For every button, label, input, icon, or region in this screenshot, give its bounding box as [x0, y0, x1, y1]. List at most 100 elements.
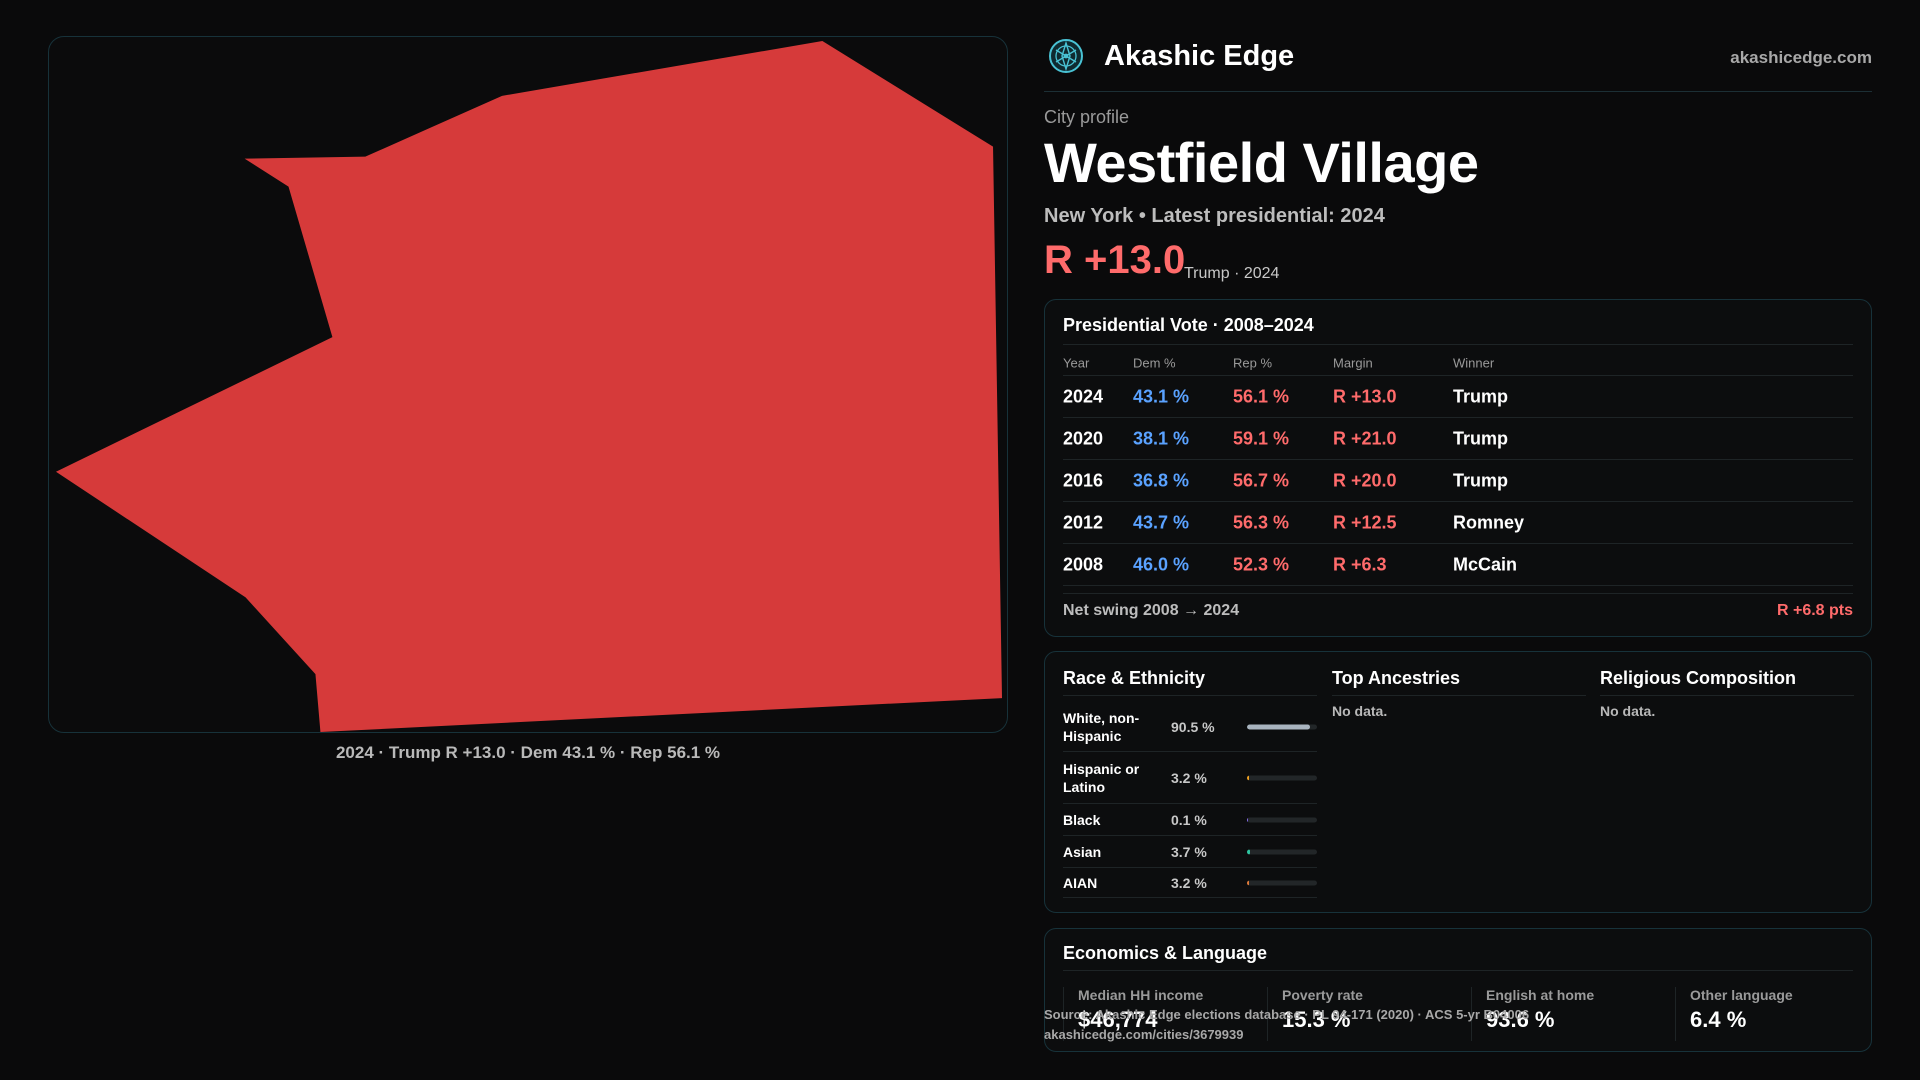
race-bar-fill: [1247, 724, 1311, 729]
economics-title: Economics & Language: [1063, 943, 1268, 963]
race-bar-track: [1247, 817, 1317, 822]
ancestries-empty: No data.: [1332, 703, 1388, 719]
race-bar-fill: [1247, 775, 1250, 780]
race-row-asian: Asian 3.7 %: [1063, 836, 1317, 868]
source-footer: Source: Akashic Edge elections database …: [1044, 1005, 1529, 1045]
stat-value: 6.4 %: [1690, 1007, 1747, 1032]
race-label: Hispanic or Latino: [1063, 760, 1140, 795]
stat-label: Poverty rate: [1282, 987, 1363, 1003]
cell-dem: 43.7 %: [1133, 512, 1190, 532]
cell-year: 2016: [1063, 470, 1104, 490]
cell-dem: 46.0 %: [1133, 554, 1190, 574]
cell-winner: McCain: [1453, 554, 1518, 574]
table-row[interactable]: 2008 46.0 % 52.3 % R +6.3 McCain: [1063, 544, 1853, 586]
city-boundary-shape[interactable]: [55, 40, 1003, 732]
net-swing-label: Net swing 2008 → 2024: [1063, 602, 1240, 619]
race-row-aian: AIAN 3.2 %: [1063, 868, 1317, 898]
cell-winner: Trump: [1453, 428, 1509, 448]
table-row[interactable]: 2016 36.8 % 56.7 % R +20.0 Trump: [1063, 460, 1853, 502]
cell-margin: R +12.5: [1333, 512, 1397, 532]
cell-rep: 59.1 %: [1233, 428, 1290, 448]
vote-card-title: Presidential Vote · 2008–2024: [1063, 315, 1314, 335]
col-header-margin: Margin: [1333, 355, 1373, 370]
divider: [1063, 593, 1853, 594]
cell-year: 2012: [1063, 512, 1104, 532]
net-swing-value: R +6.8 pts: [1776, 602, 1853, 619]
cell-year: 2008: [1063, 554, 1104, 574]
page-title: Westfield Village: [1044, 131, 1479, 194]
cell-dem: 36.8 %: [1133, 470, 1190, 490]
race-bar-fill: [1247, 880, 1250, 885]
cell-winner: Trump: [1453, 386, 1509, 406]
cell-rep: 56.3 %: [1233, 512, 1290, 532]
race-label: AIAN: [1063, 874, 1098, 891]
divider: [1063, 344, 1853, 345]
stat-label: Other language: [1690, 987, 1793, 1003]
cell-margin: R +21.0: [1333, 428, 1397, 448]
table-row[interactable]: 2012 43.7 % 56.3 % R +12.5 Romney: [1063, 502, 1853, 544]
divider: [1600, 695, 1854, 696]
race-row-hispanic: Hispanic or Latino 3.2 %: [1063, 752, 1317, 804]
demographics-card: Race & Ethnicity White, non-Hispanic 90.…: [1044, 651, 1872, 913]
col-header-year: Year: [1063, 355, 1090, 370]
cell-winner: Romney: [1453, 512, 1525, 532]
religion-empty: No data.: [1600, 703, 1656, 719]
compass-mandala-icon[interactable]: [1048, 38, 1084, 74]
cell-winner: Trump: [1453, 470, 1509, 490]
table-row[interactable]: 2024 43.1 % 56.1 % R +13.0 Trump: [1063, 376, 1853, 418]
cell-margin: R +20.0: [1333, 470, 1397, 490]
race-bar-track: [1247, 775, 1317, 780]
economics-language-card: Economics & Language Median HH income $4…: [1044, 928, 1872, 1052]
race-label: White, non-Hispanic: [1063, 709, 1140, 744]
cell-margin: R +13.0: [1333, 386, 1397, 406]
latest-margin-note: Trump · 2024: [1184, 265, 1280, 282]
race-bar-track: [1247, 849, 1317, 854]
race-percent: 0.1 %: [1171, 811, 1207, 828]
source-note: Source: Akashic Edge elections database …: [1044, 1007, 1530, 1022]
page-url-link[interactable]: akashicedge.com/cities/3679939: [1044, 1027, 1244, 1042]
stat-value: 15.3 %: [1282, 1007, 1351, 1032]
race-percent: 90.5 %: [1171, 718, 1215, 735]
cell-dem: 38.1 %: [1133, 428, 1190, 448]
brand-name: Akashic Edge: [1104, 40, 1295, 72]
race-bar-fill: [1247, 849, 1250, 854]
race-row-black: Black 0.1 %: [1063, 804, 1317, 836]
stat-english-at-home: English at home 93.6 %: [1471, 987, 1594, 1041]
vote-table-header: Year Dem % Rep % Margin Winner: [1063, 350, 1853, 376]
stat-value: 93.6 %: [1486, 1007, 1555, 1032]
stat-label: English at home: [1486, 987, 1595, 1003]
stat-other-language: Other language 6.4 %: [1675, 987, 1793, 1041]
race-percent: 3.2 %: [1171, 874, 1207, 891]
map-caption: 2024 · Trump R +13.0 · Dem 43.1 % · Rep …: [335, 743, 721, 762]
cell-rep: 56.7 %: [1233, 470, 1290, 490]
cell-year: 2020: [1063, 428, 1104, 448]
stat-label: Median HH income: [1078, 987, 1204, 1003]
race-label: Black: [1063, 811, 1101, 828]
cell-dem: 43.1 %: [1133, 386, 1190, 406]
race-bar-track: [1247, 724, 1317, 729]
page-eyebrow: City profile: [1044, 107, 1130, 127]
table-row[interactable]: 2020 38.1 % 59.1 % R +21.0 Trump: [1063, 418, 1853, 460]
cell-rep: 56.1 %: [1233, 386, 1290, 406]
race-bar-fill: [1247, 817, 1249, 822]
city-boundary-svg: [55, 40, 1003, 732]
race-ethnicity-title: Race & Ethnicity: [1063, 668, 1206, 688]
latest-margin: R +13.0: [1044, 238, 1186, 282]
col-header-winner: Winner: [1453, 355, 1495, 370]
top-ancestries-title: Top Ancestries: [1332, 668, 1461, 688]
race-label: Asian: [1063, 843, 1102, 860]
divider: [1332, 695, 1586, 696]
divider: [1063, 970, 1853, 971]
brand-url-link[interactable]: akashicedge.com: [1730, 48, 1872, 67]
divider: [1063, 695, 1317, 696]
stat-value: $46,774: [1078, 1007, 1158, 1032]
cell-rep: 52.3 %: [1233, 554, 1290, 574]
stat-median-income: Median HH income $46,774: [1063, 987, 1203, 1041]
cell-margin: R +6.3: [1333, 554, 1387, 574]
city-boundary-map[interactable]: [48, 36, 1008, 733]
religious-composition-title: Religious Composition: [1600, 668, 1796, 688]
col-header-rep: Rep %: [1233, 355, 1273, 370]
stat-poverty-rate: Poverty rate 15.3 %: [1267, 987, 1363, 1041]
race-percent: 3.2 %: [1171, 769, 1207, 786]
page-subtitle: New York • Latest presidential: 2024: [1044, 205, 1385, 227]
